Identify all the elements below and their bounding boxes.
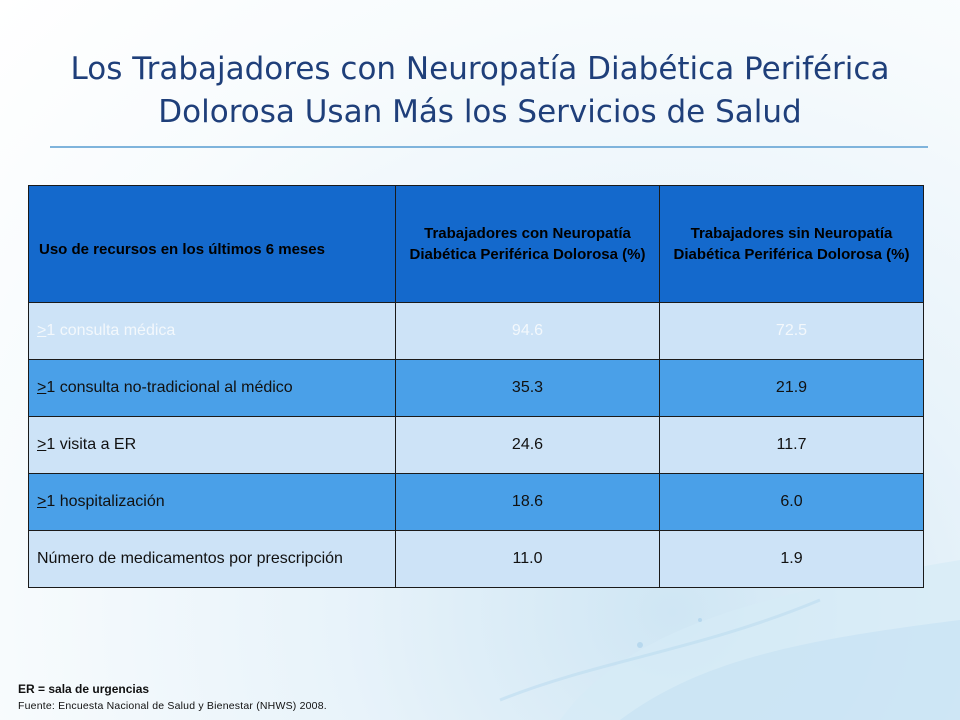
value-with: 35.3	[395, 359, 660, 417]
value-with: 11.0	[395, 530, 660, 588]
row-label: Número de medicamentos por prescripción	[28, 530, 396, 588]
table-header-row: Uso de recursos en los últimos 6 meses T…	[28, 185, 924, 303]
table-row: >1 hospitalización 18.6 6.0	[28, 473, 924, 531]
title-line-2: Dolorosa Usan Más los Servicios de Salud	[158, 94, 802, 130]
title-line-1: Los Trabajadores con Neuropatía Diabétic…	[70, 51, 890, 87]
header-resource-use: Uso de recursos en los últimos 6 meses	[28, 185, 396, 303]
ge-symbol: >	[37, 379, 47, 396]
value-without: 6.0	[659, 473, 924, 531]
title-divider	[50, 146, 928, 148]
value-without: 21.9	[659, 359, 924, 417]
ge-symbol: >	[37, 322, 47, 339]
row-label: >1 consulta no-tradicional al médico	[28, 359, 396, 417]
source-citation: Fuente: Encuesta Nacional de Salud y Bie…	[18, 700, 327, 712]
slide-title: Los Trabajadores con Neuropatía Diabétic…	[40, 48, 920, 134]
value-with: 94.6	[395, 302, 660, 360]
header-with-neuropathy: Trabajadores con Neuropatía Diabética Pe…	[395, 185, 660, 303]
value-without: 11.7	[659, 416, 924, 474]
ge-symbol: >	[37, 436, 47, 453]
table-row: Número de medicamentos por prescripción …	[28, 530, 924, 588]
header-without-neuropathy: Trabajadores sin Neuropatía Diabética Pe…	[659, 185, 924, 303]
resource-use-table: Uso de recursos en los últimos 6 meses T…	[28, 185, 924, 588]
row-label: >1 visita a ER	[28, 416, 396, 474]
row-label: >1 hospitalización	[28, 473, 396, 531]
ge-symbol: >	[37, 493, 47, 510]
table-row: >1 consulta no-tradicional al médico 35.…	[28, 359, 924, 417]
value-with: 18.6	[395, 473, 660, 531]
value-with: 24.6	[395, 416, 660, 474]
row-label: >1 consulta médica	[28, 302, 396, 360]
value-without: 1.9	[659, 530, 924, 588]
value-without: 72.5	[659, 302, 924, 360]
table-row: >1 consulta médica 94.6 72.5	[28, 302, 924, 360]
footnote: ER = sala de urgencias	[18, 682, 150, 696]
table-row: >1 visita a ER 24.6 11.7	[28, 416, 924, 474]
